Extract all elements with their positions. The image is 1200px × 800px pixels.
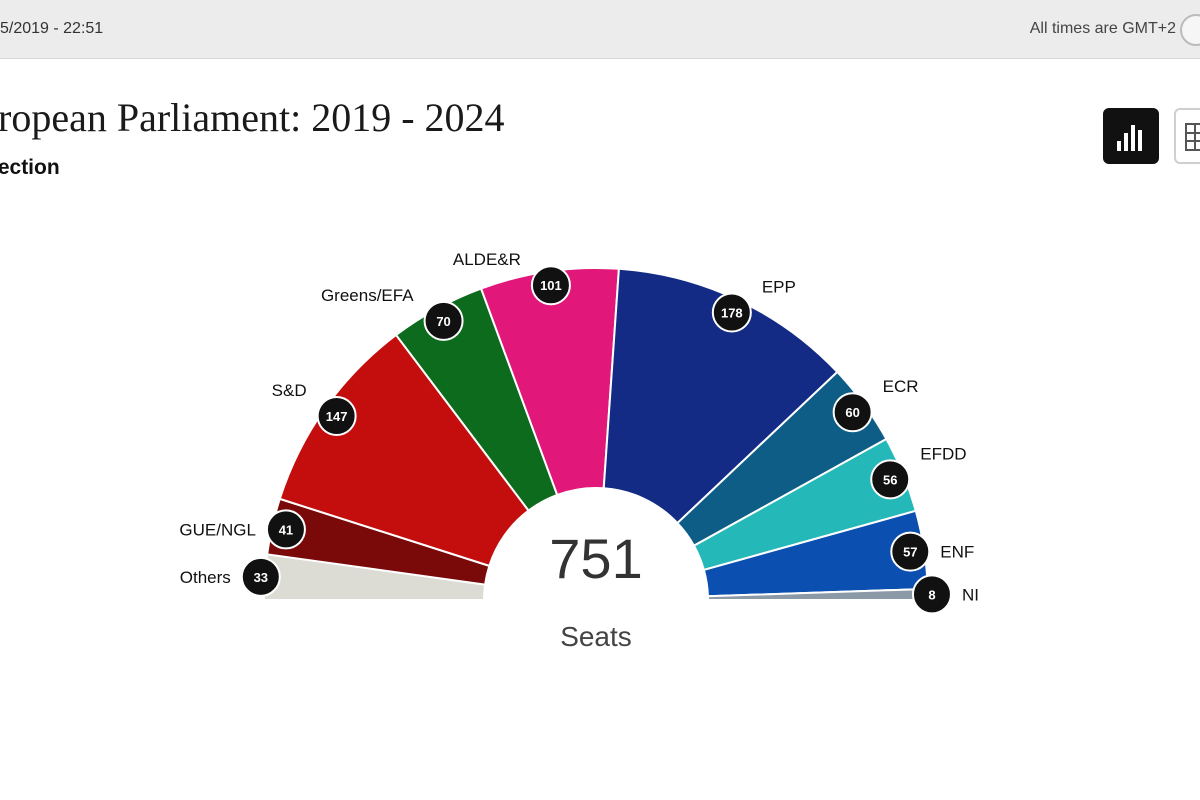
seat-count-alde-and-r: 101	[540, 278, 562, 293]
seat-marker-enf	[890, 531, 931, 572]
party-label-efdd: EFDD	[920, 444, 966, 463]
seat-count-ecr: 60	[845, 405, 859, 420]
party-label-alde-and-r: ALDE&R	[453, 250, 521, 269]
table-view-button[interactable]	[1174, 108, 1200, 164]
seat-marker-efdd	[870, 459, 911, 500]
seat-marker-gue-ngl	[265, 509, 306, 550]
chart-view-button[interactable]	[1103, 108, 1159, 164]
refresh-icon[interactable]	[1180, 14, 1200, 46]
seat-count-s-and-d: 147	[326, 409, 348, 424]
party-label-s-and-d: S&D	[272, 381, 307, 400]
seat-count-epp: 178	[721, 305, 743, 320]
party-label-gue-ngl: GUE/NGL	[179, 520, 256, 539]
seat-count-efdd: 56	[883, 472, 897, 487]
party-label-greens-efa: Greens/EFA	[321, 286, 414, 305]
seat-marker-s-and-d	[316, 396, 357, 437]
segment-s-and-d[interactable]	[278, 333, 530, 568]
party-label-others: Others	[180, 568, 231, 587]
total-seats-value: 751	[549, 527, 642, 590]
party-label-enf: ENF	[940, 543, 974, 562]
seat-marker-epp	[711, 292, 752, 333]
bar-chart-icon	[1117, 125, 1142, 151]
timestamp: 5/2019 - 22:51	[0, 20, 104, 37]
total-seats-label: Seats	[560, 621, 632, 652]
page-subtitle: jection	[0, 156, 60, 179]
seat-count-others: 33	[254, 570, 268, 585]
party-label-ecr: ECR	[883, 377, 919, 396]
seat-count-ni: 8	[928, 587, 935, 602]
seat-count-enf: 57	[903, 545, 917, 560]
segment-epp[interactable]	[602, 267, 839, 525]
seat-marker-greens-efa	[423, 300, 464, 341]
party-label-ni: NI	[962, 585, 979, 604]
seat-count-gue-ngl: 41	[279, 522, 293, 537]
seat-marker-ecr	[832, 392, 873, 433]
top-bar: 5/2019 - 22:51 All times are GMT+2	[0, 0, 1200, 59]
table-icon	[1185, 123, 1200, 151]
seat-marker-ni	[911, 574, 952, 615]
party-label-epp: EPP	[762, 277, 796, 296]
page-title: uropean Parliament: 2019 - 2024	[0, 95, 505, 140]
timezone-note: All times are GMT+2	[1029, 20, 1176, 37]
seat-marker-others	[240, 556, 281, 597]
seat-count-greens-efa: 70	[436, 314, 450, 329]
seat-marker-alde-and-r	[530, 265, 571, 306]
